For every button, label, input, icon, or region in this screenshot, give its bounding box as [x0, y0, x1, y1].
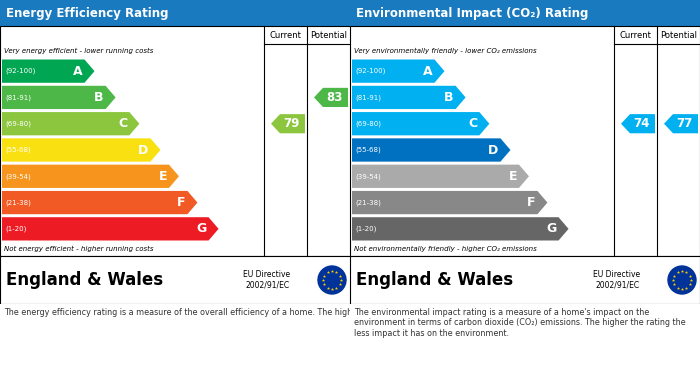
Text: Potential: Potential	[660, 30, 697, 39]
Text: (39-54): (39-54)	[355, 173, 381, 179]
Text: 74: 74	[633, 117, 649, 130]
Circle shape	[668, 266, 696, 294]
Polygon shape	[352, 191, 547, 214]
Text: (69-80): (69-80)	[355, 120, 381, 127]
Text: Very environmentally friendly - lower CO₂ emissions: Very environmentally friendly - lower CO…	[354, 48, 537, 54]
Text: B: B	[94, 91, 104, 104]
Text: (39-54): (39-54)	[5, 173, 31, 179]
Text: B: B	[444, 91, 454, 104]
Text: Environmental Impact (CO₂) Rating: Environmental Impact (CO₂) Rating	[356, 7, 589, 20]
Bar	[350, 0, 700, 26]
Text: (21-38): (21-38)	[5, 199, 31, 206]
Polygon shape	[271, 114, 305, 133]
Polygon shape	[352, 138, 510, 161]
Text: (55-68): (55-68)	[355, 147, 381, 153]
Text: (69-80): (69-80)	[5, 120, 31, 127]
Text: E: E	[508, 170, 517, 183]
Text: England & Wales: England & Wales	[356, 271, 513, 289]
Text: A: A	[423, 65, 433, 78]
Text: Not energy efficient - higher running costs: Not energy efficient - higher running co…	[4, 246, 153, 252]
Text: D: D	[488, 143, 498, 156]
Text: (21-38): (21-38)	[355, 199, 381, 206]
Polygon shape	[2, 112, 139, 135]
Text: (81-91): (81-91)	[5, 94, 31, 100]
Text: Very energy efficient - lower running costs: Very energy efficient - lower running co…	[4, 48, 153, 54]
Bar	[0, 304, 350, 391]
Polygon shape	[352, 86, 466, 109]
Circle shape	[318, 266, 346, 294]
Polygon shape	[621, 114, 655, 133]
Text: (92-100): (92-100)	[5, 68, 36, 74]
Polygon shape	[2, 217, 218, 240]
Text: (1-20): (1-20)	[5, 226, 27, 232]
Bar	[350, 304, 700, 391]
Text: Current: Current	[270, 30, 302, 39]
Text: (55-68): (55-68)	[5, 147, 31, 153]
Bar	[0, 256, 350, 304]
Text: F: F	[177, 196, 186, 209]
Text: Energy Efficiency Rating: Energy Efficiency Rating	[6, 7, 169, 20]
Text: England & Wales: England & Wales	[6, 271, 163, 289]
Text: C: C	[118, 117, 127, 130]
Text: 79: 79	[283, 117, 299, 130]
Text: G: G	[196, 222, 206, 235]
Polygon shape	[2, 165, 179, 188]
Text: (81-91): (81-91)	[355, 94, 381, 100]
Polygon shape	[2, 138, 160, 161]
Polygon shape	[2, 59, 94, 83]
Text: C: C	[468, 117, 477, 130]
Text: Not environmentally friendly - higher CO₂ emissions: Not environmentally friendly - higher CO…	[354, 246, 537, 252]
Text: (92-100): (92-100)	[355, 68, 386, 74]
Text: EU Directive
2002/91/EC: EU Directive 2002/91/EC	[243, 270, 290, 290]
Text: The environmental impact rating is a measure of a home's impact on the environme: The environmental impact rating is a mea…	[354, 308, 685, 338]
Text: The energy efficiency rating is a measure of the overall efficiency of a home. T: The energy efficiency rating is a measur…	[4, 308, 699, 317]
Polygon shape	[314, 88, 348, 107]
Text: D: D	[138, 143, 148, 156]
Text: 77: 77	[676, 117, 692, 130]
Polygon shape	[352, 112, 489, 135]
Text: F: F	[527, 196, 536, 209]
Bar	[0, 26, 350, 256]
Polygon shape	[2, 191, 197, 214]
Polygon shape	[352, 217, 568, 240]
Text: (1-20): (1-20)	[355, 226, 377, 232]
Text: 83: 83	[326, 91, 342, 104]
Polygon shape	[352, 59, 444, 83]
Text: Current: Current	[620, 30, 652, 39]
Text: EU Directive
2002/91/EC: EU Directive 2002/91/EC	[593, 270, 640, 290]
Bar	[350, 256, 700, 304]
Bar	[350, 26, 700, 256]
Polygon shape	[352, 165, 529, 188]
Text: A: A	[73, 65, 83, 78]
Polygon shape	[664, 114, 698, 133]
Text: Potential: Potential	[310, 30, 347, 39]
Polygon shape	[2, 86, 116, 109]
Text: E: E	[158, 170, 167, 183]
Text: G: G	[546, 222, 556, 235]
Bar	[0, 0, 350, 26]
